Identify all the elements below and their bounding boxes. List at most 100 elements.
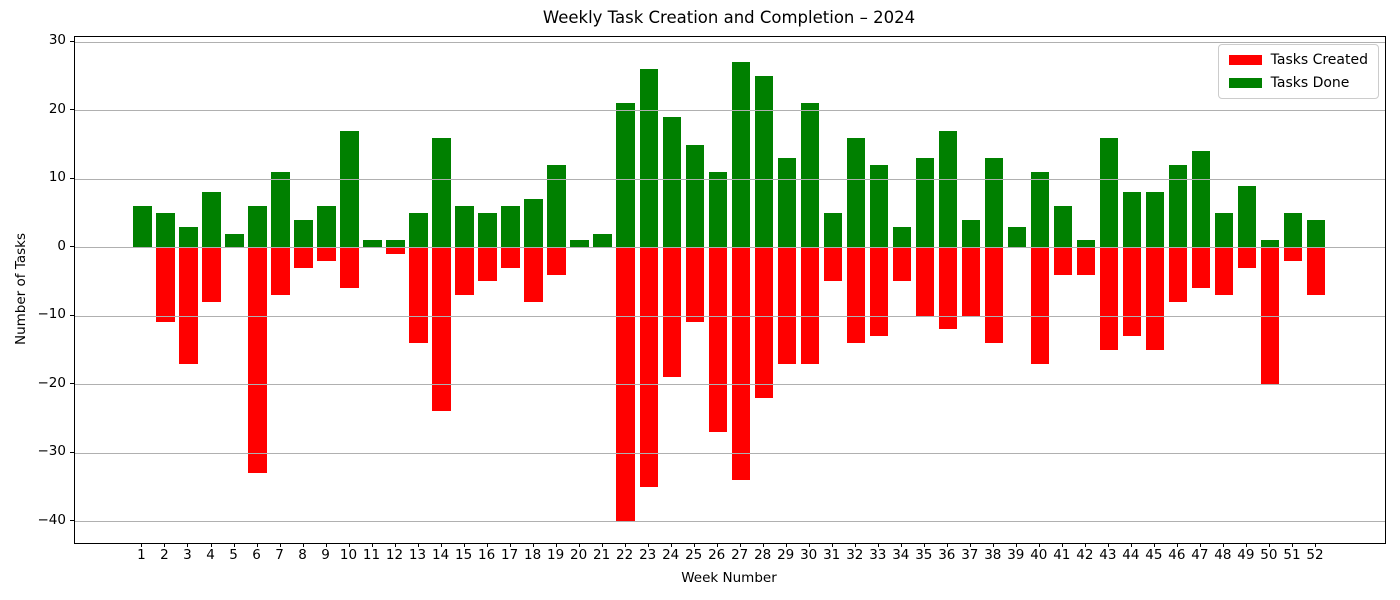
bar-tasks-done-week-7	[271, 171, 290, 248]
x-tick-label-45: 45	[1145, 547, 1163, 563]
x-tick-mark-2	[164, 543, 166, 547]
x-tick-label-52: 52	[1306, 547, 1324, 563]
x-tick-label-13: 13	[408, 547, 427, 563]
bar-tasks-done-week-4	[202, 192, 221, 248]
x-tick-mark-34	[900, 543, 902, 547]
y-tick-label--30: −30	[37, 443, 67, 460]
y-tick-mark--20	[70, 383, 74, 385]
bar-tasks-done-week-8	[294, 219, 313, 248]
bar-tasks-created-week-50	[1260, 247, 1280, 385]
x-tick-mark-44	[1130, 543, 1132, 547]
x-tick-label-2: 2	[160, 547, 169, 563]
bar-tasks-created-week-28	[754, 247, 773, 398]
bar-tasks-done-week-47	[1191, 151, 1211, 248]
x-tick-mark-12	[394, 543, 396, 547]
x-tick-label-11: 11	[362, 547, 381, 563]
bar-tasks-created-week-35	[915, 247, 934, 316]
bar-tasks-done-week-2	[156, 213, 175, 248]
x-tick-mark-35	[923, 543, 925, 547]
y-tick-label-20: 20	[48, 100, 66, 117]
x-tick-label-39: 39	[1007, 547, 1025, 563]
x-tick-mark-3	[187, 543, 189, 547]
bar-tasks-done-week-9	[317, 206, 336, 248]
bar-tasks-done-week-28	[754, 76, 773, 248]
bar-tasks-created-week-3	[179, 247, 198, 364]
x-tick-label-5: 5	[229, 547, 238, 563]
bar-tasks-created-week-17	[501, 247, 520, 268]
bar-tasks-created-week-25	[685, 247, 704, 323]
bar-tasks-done-week-25	[685, 144, 704, 248]
bar-tasks-created-week-13	[409, 247, 428, 344]
bar-tasks-created-week-18	[524, 247, 543, 302]
x-tick-mark-16	[486, 543, 488, 547]
bar-tasks-created-week-30	[800, 247, 819, 364]
bar-tasks-done-week-32	[846, 137, 865, 248]
bar-tasks-done-week-48	[1214, 213, 1234, 248]
x-tick-label-6: 6	[252, 547, 261, 563]
x-tick-label-32: 32	[846, 547, 864, 563]
bar-tasks-done-week-30	[800, 103, 819, 248]
x-tick-label-20: 20	[570, 547, 588, 563]
x-tick-mark-7	[279, 543, 281, 547]
bar-tasks-done-week-45	[1145, 192, 1165, 248]
x-tick-mark-19	[555, 543, 557, 547]
x-tick-label-7: 7	[275, 547, 284, 563]
y-tick-mark--10	[70, 314, 74, 316]
y-tick-label--10: −10	[37, 306, 67, 323]
bar-tasks-done-week-16	[478, 213, 497, 248]
x-tick-label-37: 37	[961, 547, 979, 563]
x-tick-mark-41	[1061, 543, 1063, 547]
bar-tasks-done-week-27	[731, 62, 750, 248]
x-tick-mark-31	[831, 543, 833, 547]
bar-tasks-done-week-50	[1260, 240, 1280, 248]
bar-tasks-done-week-40	[1030, 171, 1049, 248]
x-tick-mark-27	[739, 543, 741, 547]
bar-tasks-done-week-17	[501, 206, 520, 248]
bar-tasks-done-week-39	[1007, 226, 1026, 248]
x-tick-mark-42	[1084, 543, 1086, 547]
x-axis-label: Week Number	[681, 570, 777, 586]
bar-tasks-created-week-51	[1283, 247, 1303, 261]
gridline-y--40	[75, 521, 1385, 523]
x-tick-label-47: 47	[1191, 547, 1209, 563]
bar-tasks-created-week-24	[662, 247, 681, 378]
x-tick-mark-20	[578, 543, 580, 547]
x-tick-label-35: 35	[915, 547, 933, 563]
bar-tasks-done-week-21	[593, 233, 612, 248]
bar-tasks-done-week-24	[662, 117, 681, 248]
legend-swatch-tasks-done	[1228, 78, 1262, 88]
bar-tasks-created-week-38	[984, 247, 1003, 344]
bar-tasks-created-week-26	[708, 247, 727, 433]
bar-tasks-created-week-9	[317, 247, 336, 261]
x-tick-mark-14	[440, 543, 442, 547]
bar-tasks-done-week-36	[938, 130, 957, 248]
x-tick-mark-4	[210, 543, 212, 547]
bar-tasks-done-week-38	[984, 158, 1003, 248]
bar-tasks-done-week-52	[1306, 219, 1326, 248]
bar-tasks-created-week-42	[1076, 247, 1096, 275]
bar-tasks-created-week-33	[869, 247, 888, 337]
x-tick-label-28: 28	[754, 547, 772, 563]
bar-tasks-created-week-15	[455, 247, 474, 296]
x-tick-label-38: 38	[984, 547, 1002, 563]
x-tick-mark-36	[946, 543, 948, 547]
x-tick-mark-39	[1015, 543, 1017, 547]
x-tick-mark-6	[256, 543, 258, 547]
bar-tasks-created-week-31	[823, 247, 842, 282]
gridline-y-20	[75, 110, 1385, 112]
bar-tasks-done-week-22	[616, 103, 635, 248]
bar-tasks-done-week-29	[777, 158, 796, 248]
bar-tasks-done-week-19	[547, 165, 566, 248]
x-tick-label-33: 33	[869, 547, 887, 563]
x-tick-mark-22	[624, 543, 626, 547]
x-tick-label-31: 31	[823, 547, 841, 563]
x-tick-label-42: 42	[1076, 547, 1094, 563]
x-tick-label-23: 23	[639, 547, 657, 563]
bar-tasks-done-week-12	[386, 240, 405, 248]
bar-tasks-created-week-44	[1122, 247, 1142, 337]
bar-tasks-created-week-47	[1191, 247, 1211, 289]
x-tick-mark-37	[969, 543, 971, 547]
bar-tasks-created-week-32	[846, 247, 865, 344]
plot-area	[74, 36, 1386, 544]
y-tick-mark--30	[70, 451, 74, 453]
